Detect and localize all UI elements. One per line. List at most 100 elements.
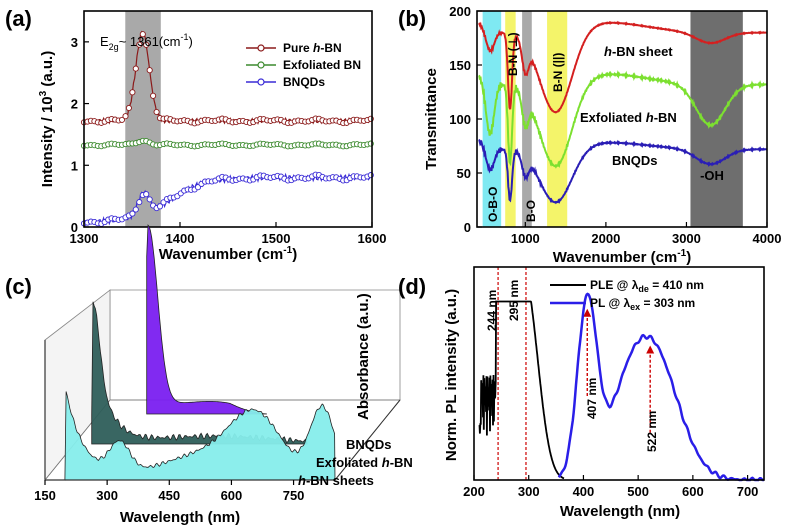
panel-d-ylabel: Norm. PL intensity (a.u.) — [443, 289, 460, 461]
panel-a-xtick-label: 1400 — [166, 231, 195, 246]
panel-b-ytick-label: 0 — [464, 220, 471, 235]
panel-b-ytick-label: 150 — [449, 58, 471, 73]
panel-b-xtick-label: 1000 — [511, 231, 540, 246]
panel-c-xticks: 150 300 450 600 750 — [34, 480, 304, 503]
panel-b-band-2 — [522, 11, 532, 227]
panel-b-label: (b) — [398, 6, 426, 31]
panel-b-band-0 — [482, 11, 502, 227]
panel-a-marker — [139, 31, 146, 38]
legend-label-bnqds: BNQDs — [283, 75, 325, 89]
panel-b-bands — [482, 11, 743, 227]
panel-d-xtick-label: 200 — [463, 484, 485, 499]
panel-a-shade — [125, 11, 161, 227]
panel-a-marker — [132, 206, 139, 213]
panel-c-area-0 — [146, 224, 267, 415]
legend-marker-bnqds — [257, 78, 265, 86]
panel-b-ytick-label: 200 — [449, 4, 471, 19]
panel-a: (a) 1300 1400 1500 1600 0 1 2 3 E2g~ 1361(cm-1… — [5, 6, 386, 263]
panel-b-ytick-label: 100 — [449, 112, 471, 127]
panel-a-xtick-label: 1600 — [358, 231, 387, 246]
legend-label-pure-hbn: Pure h-BN — [283, 41, 342, 55]
panel-a-yticks: 0 1 2 3 — [71, 35, 89, 235]
panel-c-label: (c) — [5, 274, 32, 299]
panel-a-xlabel: Wavenumber (cm-1) — [159, 245, 297, 263]
panel-a-curves — [80, 30, 374, 227]
panel-a-xtick-label: 1300 — [70, 231, 99, 246]
panel-a-marker — [136, 199, 143, 206]
panel-c-xtick-label: 300 — [96, 488, 118, 503]
panel-b-line-0 — [478, 20, 767, 114]
panel-d-ple-line — [478, 300, 565, 480]
panel-d: (d) 200 300 400 500 600 700 244 nm 295 nm 407… — [398, 266, 765, 520]
band-label-obo: O-B-O — [486, 187, 500, 222]
panel-a-label: (a) — [5, 6, 32, 31]
panel-a-marker — [153, 108, 160, 116]
panel-d-xtick-label: 400 — [573, 484, 595, 499]
panel-a-marker — [132, 65, 139, 72]
panel-a-marker — [122, 113, 129, 120]
panel-a-series-1 — [80, 137, 374, 150]
panel-a-marker — [156, 203, 164, 210]
series-label-bnqds: BNQDs — [612, 153, 658, 168]
band-label-bo: B-O — [524, 200, 538, 222]
panel-a-marker — [118, 116, 126, 123]
series-label-exfoliated-hbn: Exfoliated h-BN — [580, 110, 677, 125]
panel-c-zlabel: Absorbance (a.u.) — [355, 293, 372, 420]
panel-b-xtick-label: 3000 — [672, 231, 701, 246]
panel-b-xticks: 1000 2000 3000 4000 — [511, 222, 782, 246]
panel-b-xtick-label: 4000 — [753, 231, 782, 246]
panel-c-xtick-label: 750 — [283, 488, 305, 503]
panel-d-xtick-label: 300 — [518, 484, 540, 499]
panel-a-legend: Pure h-BN Exfoliated BN BNQDs — [246, 41, 361, 89]
panel-d-xlabel: Wavelength (nm) — [560, 503, 680, 520]
series-label-hbn-sheet: h-BN sheet — [604, 44, 673, 59]
band-label-oh: -OH — [700, 168, 724, 183]
panel-b-ylabel: Transmittance — [423, 68, 440, 170]
panel-b-band-3 — [547, 11, 568, 227]
panel-c-series-label-hbn-sheets: h-BN sheets — [298, 473, 374, 488]
panel-d-xticks: 200 300 400 500 600 700 — [463, 475, 758, 499]
band-label-bn-par: B-N (||) — [551, 53, 565, 92]
panel-d-xtick-label: 600 — [682, 484, 704, 499]
panel-a-xtick-label: 1500 — [262, 231, 291, 246]
panel-a-ytick-label: 1 — [71, 158, 78, 173]
panel-d-label: (d) — [398, 274, 426, 299]
panel-d-arrowhead-1 — [646, 345, 655, 354]
panel-a-annotation: E2g~ 1361(cm-1) — [100, 32, 193, 52]
panel-d-xtick-label: 700 — [737, 484, 759, 499]
legend-label-ple: PLE @ λde = 410 nm — [590, 278, 704, 294]
panel-b-band-1 — [505, 11, 516, 227]
panel-a-ytick-label: 2 — [71, 97, 78, 112]
panel-a-marker — [146, 196, 153, 203]
panel-d-peak-lines — [497, 267, 655, 480]
panel-d-arrowhead-0 — [583, 308, 592, 317]
panel-c-depth-edge — [334, 399, 401, 481]
legend-marker-pure-hbn — [257, 44, 265, 52]
panel-a-marker — [143, 191, 150, 198]
panel-a-series-2 — [80, 171, 374, 227]
panel-a-series-0 — [80, 30, 374, 127]
panel-b-band-4 — [690, 11, 743, 227]
legend-label-pl: PL @ λex = 303 nm — [590, 296, 695, 312]
panel-d-frame — [473, 266, 765, 481]
panel-b-line-1 — [478, 70, 768, 169]
peak-label-295: 295 nm — [507, 280, 521, 321]
peak-label-407: 407 nm — [585, 378, 599, 419]
panel-a-marker — [129, 89, 136, 96]
legend-marker-exfoliated-bn — [257, 61, 265, 69]
panel-b-line-2 — [478, 138, 768, 205]
panel-c-xtick-label: 450 — [158, 488, 180, 503]
band-label-bn-perp: B-N (⊥) — [506, 32, 520, 76]
panel-b-xtick-label: 2000 — [591, 231, 620, 246]
legend-label-exfoliated-bn: Exfoliated BN — [283, 58, 361, 72]
panel-d-curves — [478, 292, 764, 482]
panel-a-xticks: 1300 1400 1500 1600 — [70, 222, 387, 246]
panel-c: (c) 150 300 450 600 750 BNQDs Exfoliated h-B… — [5, 224, 413, 526]
panel-a-marker — [125, 104, 132, 112]
panel-d-pl-line — [557, 292, 764, 482]
peak-label-244: 244 nm — [485, 290, 499, 331]
panel-a-frame — [83, 10, 373, 228]
panel-b-yticks: 0 50 100 150 200 — [449, 4, 482, 235]
